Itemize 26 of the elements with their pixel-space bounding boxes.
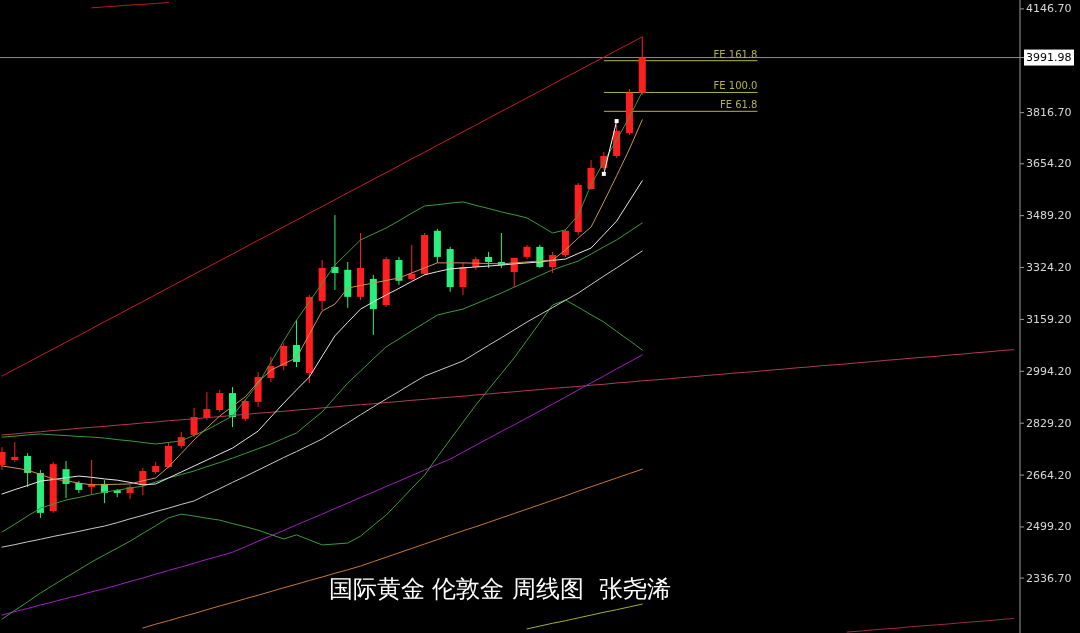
- y-tick-label: 3816.70: [1026, 106, 1072, 120]
- candlestick: [408, 244, 416, 281]
- y-tick-label: 3489.20: [1026, 209, 1072, 223]
- annotations: 国际黄金 伦敦金 周线图 张尧浠: [328, 575, 672, 603]
- y-tick-label: 2336.70: [1026, 571, 1072, 585]
- y-tick-label: 2829.20: [1026, 416, 1072, 430]
- candlestick: [216, 389, 224, 413]
- y-tick-label: 2664.20: [1026, 468, 1072, 482]
- y-tick-label: 3159.20: [1026, 312, 1072, 326]
- ref-line-label: FE 161.8: [713, 48, 758, 60]
- y-tick-label: 3324.20: [1026, 261, 1072, 275]
- candlestick: [459, 262, 467, 296]
- y-tick-label: 3991.98: [1026, 51, 1072, 65]
- ref-line-label: FE 61.8: [719, 99, 758, 111]
- candlestick: [11, 441, 19, 463]
- candlestick: [0, 446, 6, 471]
- candlestick: [280, 342, 288, 371]
- candlestick: [164, 441, 172, 469]
- ref-line-label: FE 100.0: [713, 80, 758, 92]
- candlestick: [203, 391, 211, 421]
- y-tick-label: 2499.20: [1026, 520, 1072, 534]
- candlestick: [395, 256, 403, 286]
- candlestick: [24, 452, 32, 488]
- y-tick-label: 2994.20: [1026, 364, 1072, 378]
- y-tick-label: 3654.20: [1026, 157, 1072, 171]
- y-tick-label: 4146.70: [1026, 2, 1072, 16]
